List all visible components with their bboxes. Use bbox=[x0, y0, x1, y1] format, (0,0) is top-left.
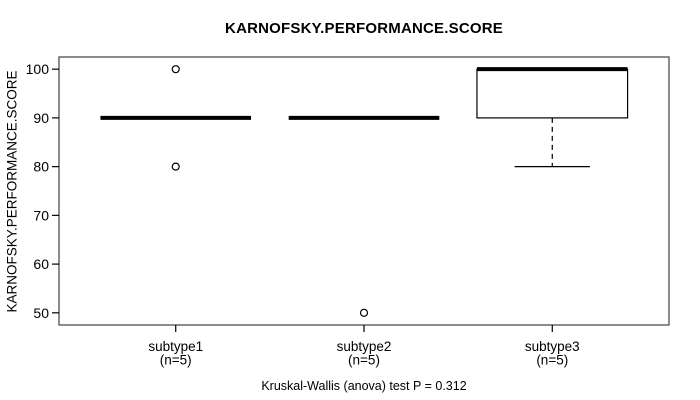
y-axis-tick-label: 50 bbox=[33, 305, 49, 321]
iqr-box bbox=[476, 68, 629, 119]
chart-title: KARNOFSKY.PERFORMANCE.SCORE bbox=[225, 20, 503, 37]
x-group-sublabel: (n=5) bbox=[536, 353, 568, 368]
outlier-point bbox=[359, 308, 369, 317]
outlier-point bbox=[171, 65, 180, 74]
x-group-label: subtype3 bbox=[525, 339, 580, 354]
outlier-point bbox=[171, 162, 180, 171]
x-group-label: subtype2 bbox=[337, 339, 392, 354]
x-group-sublabel: (n=5) bbox=[160, 353, 192, 368]
y-axis-tick-label: 80 bbox=[33, 159, 49, 175]
x-group-label: subtype1 bbox=[148, 339, 203, 354]
y-axis-tick-label: 90 bbox=[33, 110, 49, 126]
y-axis-tick-label: 100 bbox=[26, 61, 50, 77]
y-axis-tick-label: 70 bbox=[33, 207, 49, 223]
stat-test-caption: Kruskal-Wallis (anova) test P = 0.312 bbox=[261, 379, 467, 393]
y-axis-tick-label: 60 bbox=[33, 256, 49, 272]
x-group-sublabel: (n=5) bbox=[348, 353, 380, 368]
